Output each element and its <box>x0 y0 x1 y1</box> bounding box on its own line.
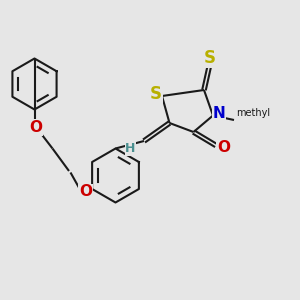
Text: S: S <box>150 85 162 103</box>
Text: O: O <box>79 184 92 200</box>
Text: H: H <box>125 142 136 155</box>
Text: O: O <box>29 120 43 135</box>
Text: N: N <box>213 106 225 122</box>
Text: S: S <box>204 50 216 68</box>
Text: O: O <box>217 140 230 154</box>
Text: methyl: methyl <box>236 108 271 118</box>
